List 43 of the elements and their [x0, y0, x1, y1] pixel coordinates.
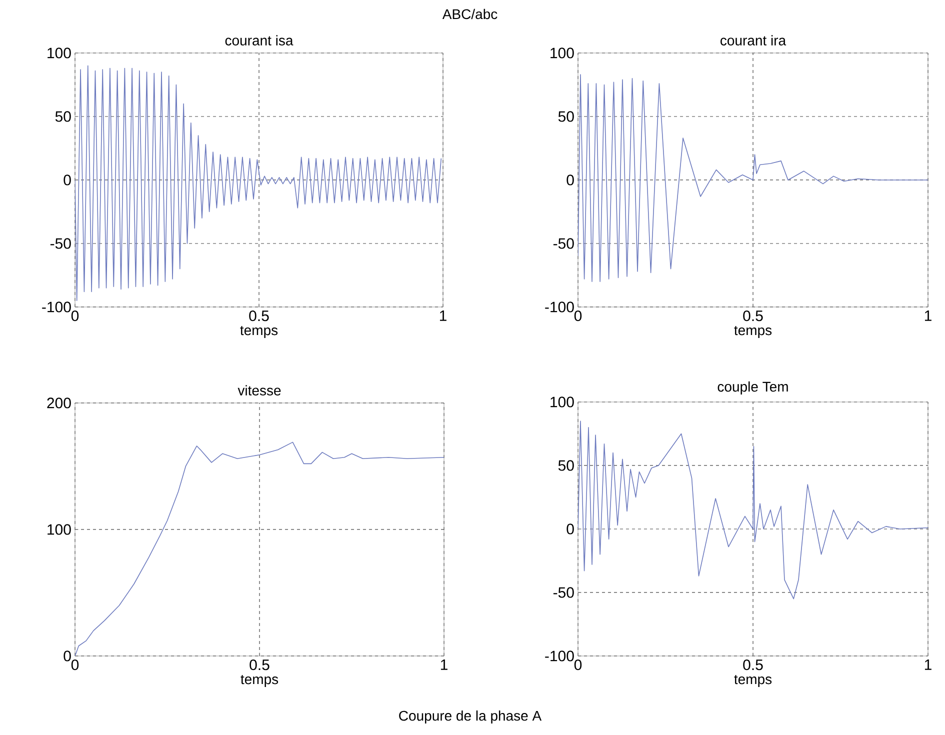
- line-series: [578, 74, 928, 282]
- y-tick-label: 0: [64, 174, 71, 186]
- x-axis-title: temps: [734, 675, 772, 687]
- y-tick-label: 100: [550, 48, 574, 58]
- x-axis-title: temps: [240, 675, 278, 687]
- y-tick-label: -100: [545, 302, 574, 312]
- y-tick-label: 50: [558, 111, 574, 122]
- line-series: [578, 420, 928, 600]
- x-tick-label: 1: [440, 310, 446, 321]
- y-tick-label: 200: [47, 398, 71, 408]
- x-tick-label: 0: [71, 660, 79, 670]
- y-tick-label: 50: [558, 460, 574, 471]
- y-tick-label: -50: [50, 238, 71, 249]
- y-tick-label: 100: [550, 396, 574, 408]
- x-tick-label: 0.5: [249, 310, 269, 322]
- y-tick-label: 50: [55, 111, 71, 122]
- chart-title: vitesse: [238, 385, 281, 396]
- chart-title: courant ira: [720, 35, 786, 46]
- text: ABC/abc: [442, 8, 498, 20]
- x-tick-label: 0.5: [743, 660, 763, 670]
- y-tick-label: 100: [48, 48, 71, 58]
- y-tick-label: -100: [545, 650, 574, 662]
- x-axis-title: temps: [734, 326, 772, 338]
- chart-title: couple Tem: [718, 381, 788, 394]
- x-tick-label: 1: [440, 660, 448, 670]
- chart-title: courant isa: [225, 35, 294, 46]
- x-tick-label: 0: [71, 310, 79, 322]
- y-tick-label: -50: [553, 238, 574, 249]
- line-series: [75, 65, 442, 302]
- y-tick-label: -50: [553, 587, 574, 598]
- y-tick-label: 0: [566, 524, 574, 534]
- x-tick-label: 0.5: [250, 660, 270, 670]
- x-axis-title: temps: [240, 326, 278, 338]
- x-tick-label: 0.5: [743, 310, 763, 322]
- text: Coupure de la phase A: [399, 710, 542, 724]
- x-tick-label: 0: [574, 310, 582, 322]
- x-tick-label: 1: [924, 310, 932, 321]
- y-tick-label: 0: [566, 174, 574, 186]
- y-tick-label: 0: [64, 650, 71, 662]
- y-tick-label: 100: [48, 524, 71, 535]
- y-tick-label: -100: [42, 302, 71, 312]
- x-tick-label: 0: [574, 660, 582, 670]
- x-tick-label: 1: [924, 660, 932, 670]
